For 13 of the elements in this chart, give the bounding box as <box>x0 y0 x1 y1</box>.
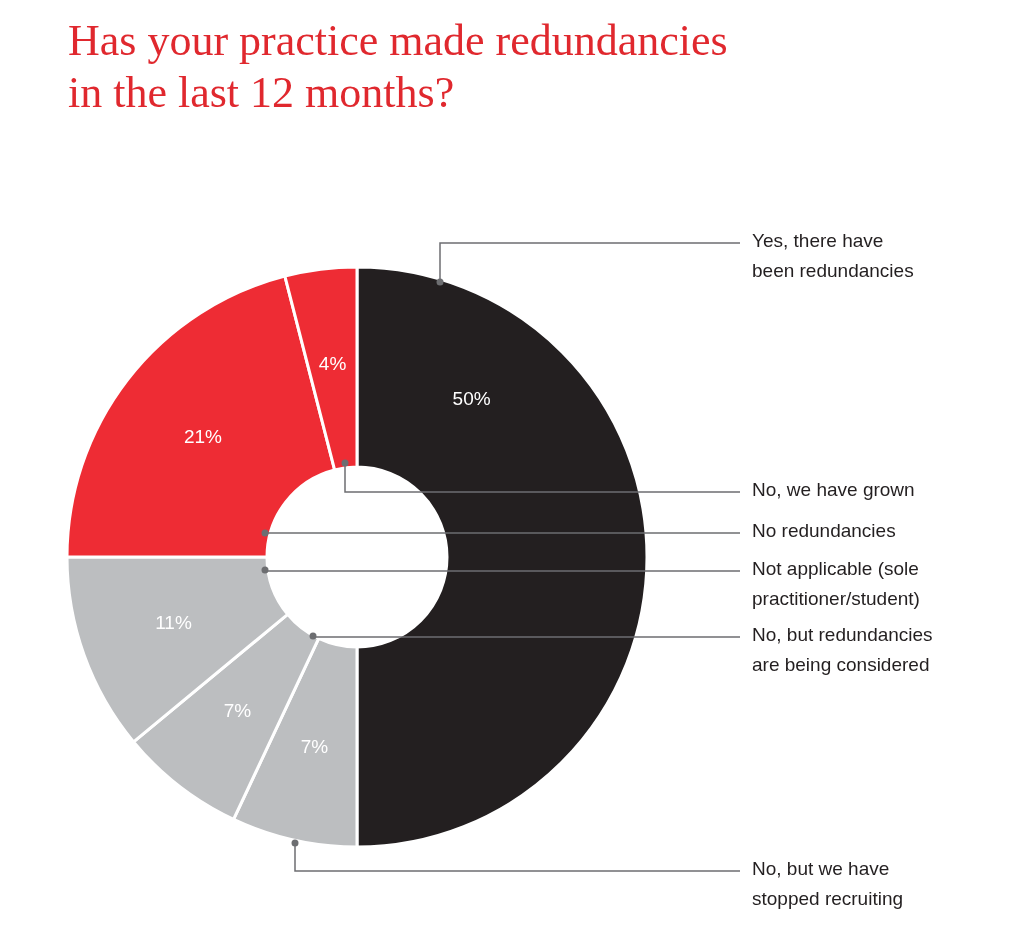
data-label: 21% <box>183 426 223 448</box>
chart-title: Has your practice made redundancies in the last 12 months? <box>68 16 728 117</box>
slice-label: No, but redundancies are being considered <box>752 624 933 675</box>
slice-label: No redundancies <box>752 520 896 541</box>
slice-label: No, but we have stopped recruiting <box>752 858 904 909</box>
slice-label: Yes, there have been redundancies <box>752 230 914 281</box>
data-label: 50% <box>452 388 491 410</box>
slice-label: No, we have grown <box>752 479 915 500</box>
data-label: 4% <box>318 352 347 374</box>
data-label: 7% <box>300 736 329 758</box>
data-label: 7% <box>223 700 252 722</box>
data-label: 11% <box>155 612 192 634</box>
slice-label: Not applicable (sole practitioner/student) <box>752 558 920 609</box>
